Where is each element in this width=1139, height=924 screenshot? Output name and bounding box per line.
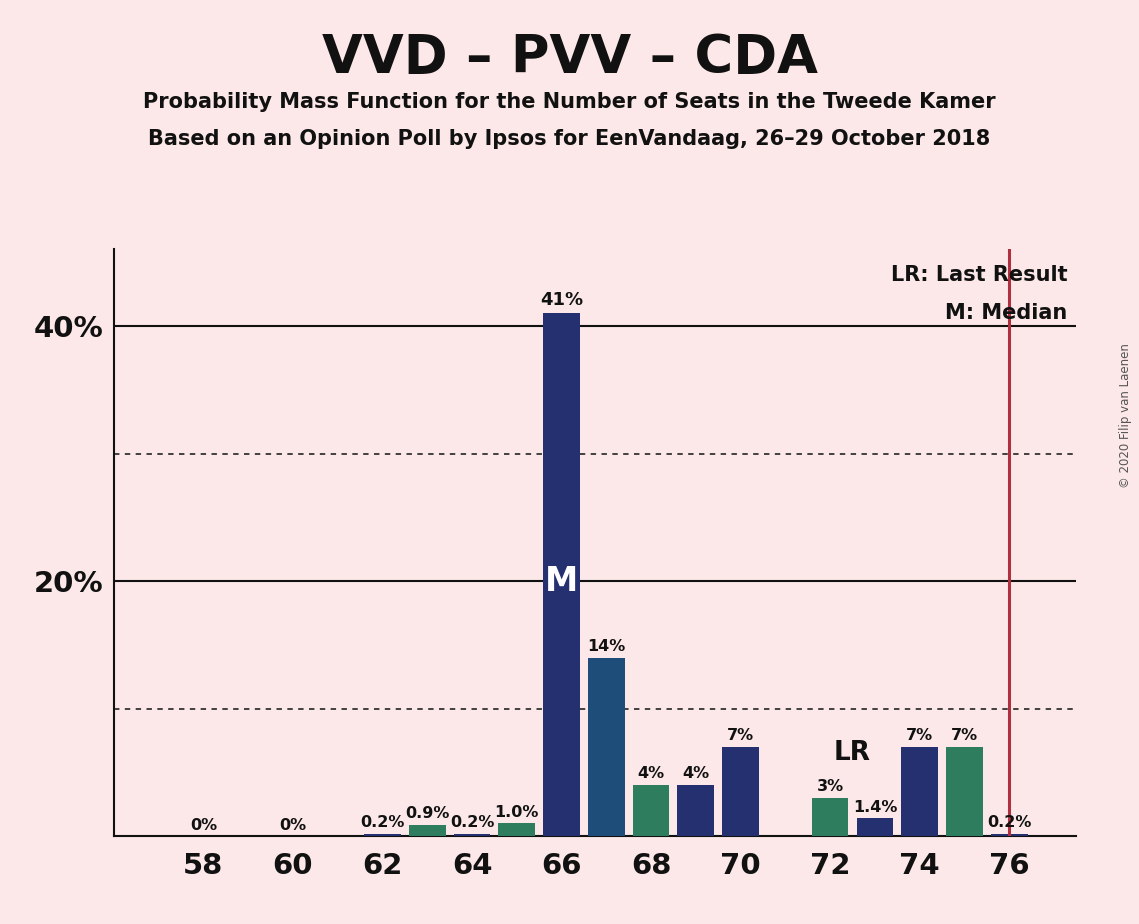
Text: VVD – PVV – CDA: VVD – PVV – CDA — [321, 32, 818, 84]
Bar — [947, 747, 983, 836]
Text: © 2020 Filip van Laenen: © 2020 Filip van Laenen — [1118, 344, 1132, 488]
Text: 0%: 0% — [279, 818, 306, 833]
Bar — [453, 833, 491, 836]
Text: 4%: 4% — [638, 766, 665, 782]
Text: 1.0%: 1.0% — [494, 805, 539, 820]
Text: Based on an Opinion Poll by Ipsos for EenVandaag, 26–29 October 2018: Based on an Opinion Poll by Ipsos for Ee… — [148, 129, 991, 150]
Text: 4%: 4% — [682, 766, 710, 782]
Bar — [678, 785, 714, 836]
Text: 41%: 41% — [540, 291, 583, 310]
Text: LR: Last Result: LR: Last Result — [891, 265, 1067, 285]
Text: 0.2%: 0.2% — [988, 815, 1032, 830]
Text: 0%: 0% — [190, 818, 218, 833]
Bar — [409, 825, 445, 836]
Text: 0.9%: 0.9% — [405, 806, 450, 821]
Bar — [499, 823, 535, 836]
Text: 1.4%: 1.4% — [853, 799, 898, 815]
Bar — [812, 798, 849, 836]
Bar — [364, 833, 401, 836]
Text: Probability Mass Function for the Number of Seats in the Tweede Kamer: Probability Mass Function for the Number… — [144, 92, 995, 113]
Bar — [901, 747, 939, 836]
Text: 0.2%: 0.2% — [450, 815, 494, 830]
Text: LR: LR — [834, 740, 871, 766]
Text: 7%: 7% — [951, 728, 978, 743]
Bar — [543, 313, 580, 836]
Text: 7%: 7% — [727, 728, 754, 743]
Text: 14%: 14% — [588, 638, 625, 654]
Text: 0.2%: 0.2% — [360, 815, 404, 830]
Bar — [857, 819, 893, 836]
Bar — [633, 785, 670, 836]
Text: M: M — [544, 565, 579, 598]
Text: 3%: 3% — [817, 779, 844, 794]
Bar — [991, 833, 1027, 836]
Bar — [722, 747, 759, 836]
Text: M: Median: M: Median — [945, 303, 1067, 323]
Bar — [588, 658, 624, 836]
Text: 7%: 7% — [907, 728, 933, 743]
